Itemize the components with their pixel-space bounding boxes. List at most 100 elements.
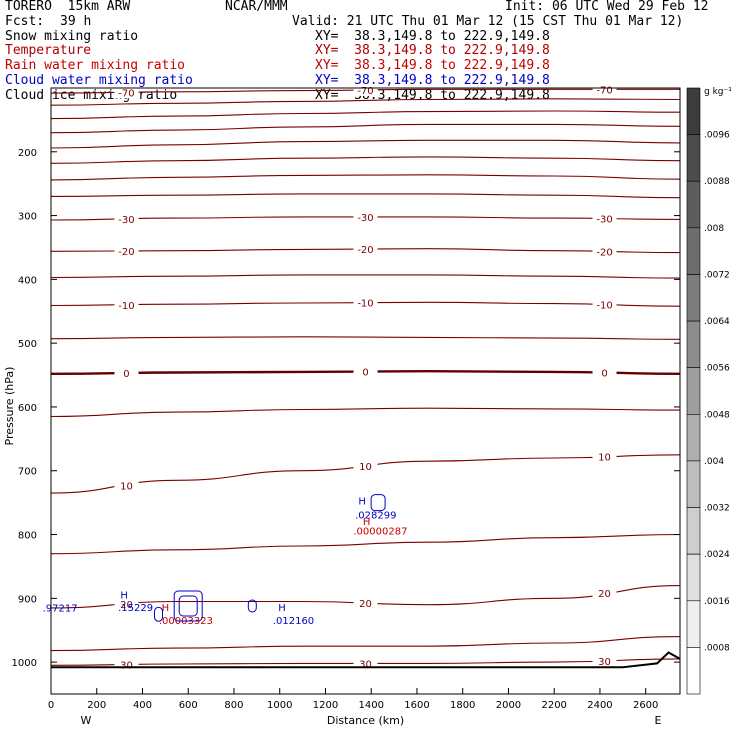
colorbar-tick-label: .0008: [704, 643, 730, 653]
colorbar-tick-label: .0072: [704, 271, 730, 281]
max-annotation: .028299: [355, 511, 396, 522]
isotherm-label: -30: [596, 215, 612, 226]
y-tick-label: 600: [18, 403, 37, 414]
x-tick-label: 1800: [450, 700, 475, 711]
x-tick-label: 1600: [404, 700, 429, 711]
x-tick-label: 200: [87, 700, 106, 711]
x-tick-label: 800: [224, 700, 243, 711]
model-title: TORERO 15km ARW: [5, 0, 131, 14]
cloud-outline: [178, 595, 198, 617]
max-annotation: H: [162, 603, 170, 614]
cloud-outline: [370, 494, 386, 512]
isotherm-label: -20: [118, 247, 134, 258]
legend-name-snow: Snow mixing ratio: [5, 29, 139, 44]
isotherm-label-bg: [592, 298, 617, 311]
max-annotation: .15229: [118, 603, 153, 614]
isotherm-line: [50, 636, 681, 652]
cloud-outline: [173, 590, 203, 622]
isotherm-label-bg: [114, 367, 139, 380]
colorbar: .0096 .0088 .008 .0072 .0064 .0056 .0048 .004 .0…: [686, 87, 732, 695]
y-tick-label: 500: [18, 339, 37, 350]
x-axis-title: Distance (km): [327, 714, 404, 727]
colorbar-box: [686, 227, 701, 275]
x-tick-label: 2000: [496, 700, 521, 711]
cloud-outline-layer: [154, 494, 386, 622]
init-time: Init: 06 UTC Wed 29 Feb 12: [505, 0, 709, 14]
y-axis-title: Pressure (hPa): [3, 367, 16, 446]
legend-name-cloud-water: Cloud water mixing ratio: [5, 73, 193, 88]
legend-xy-rain: XY= 38.3,149.8 to 222.9,149.8: [315, 58, 550, 73]
legend-name-temperature: Temperature: [5, 43, 92, 58]
y-tick-label: 1000: [12, 658, 37, 669]
isotherm-label-bg: [114, 212, 139, 225]
forecast-value: 39 h: [60, 14, 92, 29]
valid-time: Valid: 21 UTC Thu 01 Mar 12 (15 CST Thu …: [292, 14, 684, 29]
isotherm-layer: -70 -70 -70 -30 -30 -30 -20 -20 -20 -10 -10 -10 0 0 0 1…: [50, 83, 681, 672]
isotherm-label: -70: [596, 85, 612, 96]
isotherm-label-bg: [592, 245, 617, 258]
isotherm-label-bg: [353, 243, 378, 256]
isotherm-label-bg: [353, 459, 378, 472]
isotherm-label: 10: [120, 481, 133, 492]
isotherm-label: 20: [359, 599, 372, 610]
forecast-label: Fcst:: [5, 14, 45, 29]
colorbar-tick-label: .0016: [704, 597, 730, 607]
isotherm-label: -30: [357, 213, 373, 224]
colorbar-unit: g kg⁻¹: [704, 87, 732, 97]
isotherm-label: 20: [120, 600, 133, 611]
isotherm-label-bg: [114, 86, 139, 99]
max-annotation: H: [363, 517, 371, 528]
isotherm-label: 0: [362, 368, 368, 379]
y-tick-label: 900: [18, 594, 37, 605]
x-tick-label: 600: [179, 700, 198, 711]
colorbar-box: [686, 507, 701, 555]
isotherm-label: 0: [601, 369, 607, 380]
colorbar-tick-label: .0064: [704, 317, 730, 327]
x-tick-label: 400: [133, 700, 152, 711]
isotherm-label: -70: [118, 88, 134, 99]
isotherm-line: [50, 139, 681, 149]
x-tick-label: 1400: [358, 700, 383, 711]
y-tick-label: 400: [18, 275, 37, 286]
x-tick-label: 2600: [633, 700, 658, 711]
colorbar-tick-label: .0088: [704, 177, 730, 187]
isotherm-label-bg: [353, 597, 378, 610]
isotherm-label: -20: [357, 245, 373, 256]
isotherm-line: [50, 98, 681, 106]
isotherm-label: -10: [357, 299, 373, 310]
colorbar-tick-label: .0096: [704, 131, 730, 141]
colorbar-box: [686, 134, 701, 182]
isotherm-label-bg: [114, 298, 139, 311]
colorbar-box: [686, 600, 701, 648]
plot-frame: [50, 87, 681, 695]
isotherm-label: -30: [118, 215, 134, 226]
isotherm-label: -10: [118, 301, 134, 312]
cloud-outline: [154, 606, 163, 622]
max-annotation: .00000287: [353, 527, 407, 538]
max-annotation: H: [358, 497, 366, 508]
isotherm-label-bg: [353, 83, 378, 96]
colorbar-tick-label: .0032: [704, 504, 730, 514]
isotherm-label-bg: [592, 212, 617, 225]
ground-line: [51, 651, 681, 669]
isotherm-label: 20: [598, 589, 611, 600]
x-tick-label: 1200: [313, 700, 338, 711]
x-axis-west-label: W: [81, 714, 92, 727]
isotherm-label-bg: [592, 83, 617, 96]
isotherm-label-bg: [353, 365, 378, 378]
x-axis-east-label: E: [655, 714, 662, 727]
isotherm-label-bg: [353, 210, 378, 223]
isotherm-label: 30: [359, 659, 372, 670]
x-tick-label: 1000: [267, 700, 292, 711]
isotherm-label-bg: [114, 598, 139, 611]
isotherm-label: -70: [357, 86, 373, 97]
isotherm-line: [50, 110, 681, 120]
isotherm-label: 0: [123, 369, 129, 380]
max-annotation: .012160: [273, 616, 314, 627]
colorbar-box: [686, 87, 701, 135]
max-annotation: .97217: [43, 604, 78, 615]
isotherm-line: [50, 174, 681, 181]
